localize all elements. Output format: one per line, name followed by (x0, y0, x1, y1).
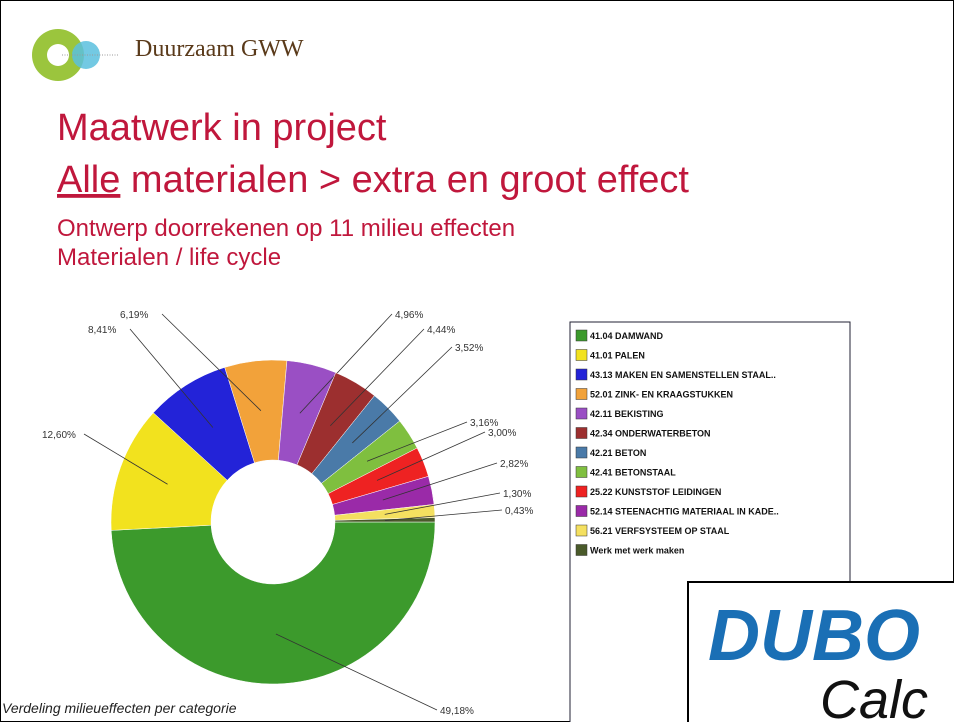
data-label: 1,30% (503, 489, 531, 500)
legend-label: 43.13 MAKEN EN SAMENSTELLEN STAAL.. (590, 370, 776, 380)
logo-box (687, 581, 954, 722)
data-label: 3,16% (470, 418, 498, 429)
donut-slice (110, 521, 436, 685)
leader-line (330, 328, 425, 427)
leader-line (376, 431, 486, 481)
donut-chart: 49,18% 12,60% 8,41% 6,19% 4,96% 4,44%3,52% 3,1… (42, 310, 533, 717)
title-rest: materialen > extra en groot effect (120, 159, 689, 201)
legend-label: 56.21 VERFSYSTEEM OP STAAL (590, 526, 730, 536)
leader-line (275, 633, 438, 711)
leader-line (161, 313, 262, 411)
leader-line (129, 328, 214, 428)
data-label: 12,60% (42, 430, 76, 441)
legend-swatch (575, 466, 588, 478)
legend-label: 42.41 BETONSTAAL (590, 468, 676, 478)
legend-swatch (575, 446, 588, 459)
legend-swatch (575, 368, 588, 381)
data-label: 3,00% (488, 428, 516, 439)
legend-swatch (575, 544, 588, 556)
leader-line (384, 509, 503, 521)
legend: 41.04 DAMWAND 41.01 PALEN 43.13 MAKEN EN S… (575, 329, 779, 556)
legend-label: 41.04 DAMWAND (590, 331, 664, 341)
leader-line (83, 433, 168, 485)
title-line2: Alle materialen > extra en groot effect (57, 159, 689, 201)
leader-line (366, 421, 468, 462)
legend-label: 42.34 ONDERWATERBETON (590, 429, 711, 439)
legend-swatch (575, 329, 588, 342)
legend-label: 41.01 PALEN (590, 351, 645, 361)
legend-label: Werk met werk maken (590, 546, 684, 556)
legend-swatch (575, 524, 588, 537)
legend-swatch (575, 505, 588, 517)
data-label: 2,82% (500, 459, 528, 470)
data-label: 3,52% (455, 343, 483, 354)
data-label: 4,44% (427, 325, 455, 336)
data-label: 8,41% (88, 325, 116, 336)
legend-swatch (575, 349, 588, 361)
donut-slice (110, 412, 228, 531)
legend-swatch (575, 427, 588, 439)
legend-swatch (575, 485, 588, 498)
chart-caption: Verdeling milieueffecten per categorie (2, 700, 237, 716)
legend-label: 25.22 KUNSTSTOF LEIDINGEN (590, 487, 721, 497)
leader-line (299, 313, 393, 414)
data-label: 0,43% (505, 506, 533, 517)
logo-top: DUBO (708, 596, 920, 676)
leader-line (382, 462, 498, 501)
logo-circle-blue (72, 41, 100, 69)
logo-circle-hole (47, 44, 69, 66)
title-underlined: Alle (57, 159, 120, 201)
legend-label: 52.14 STEENACHTIG MATERIAAL IN KADE.. (590, 507, 779, 517)
subtitle-line1: Ontwerp doorrekenen op 11 milieu effecte… (57, 215, 515, 242)
legend-label: 42.11 BEKISTING (590, 409, 664, 419)
legend-label: 52.01 ZINK- EN KRAAGSTUKKEN (590, 390, 733, 400)
logo-bottom: Calc (820, 670, 928, 722)
subtitle-line2: Materialen / life cycle (57, 244, 281, 271)
leader-line (352, 346, 453, 444)
donut-slice (334, 517, 436, 523)
data-label: 6,19% (120, 310, 148, 321)
title-line1: Maatwerk in project (57, 107, 387, 149)
data-label: 4,96% (395, 310, 423, 321)
leader-line (384, 492, 501, 515)
legend-label: 42.21 BETON (590, 448, 646, 458)
legend-swatch (575, 407, 588, 420)
data-label: 49,18% (440, 706, 474, 717)
brand: Duurzaam GWW (135, 36, 304, 62)
legend-swatch (575, 388, 588, 400)
